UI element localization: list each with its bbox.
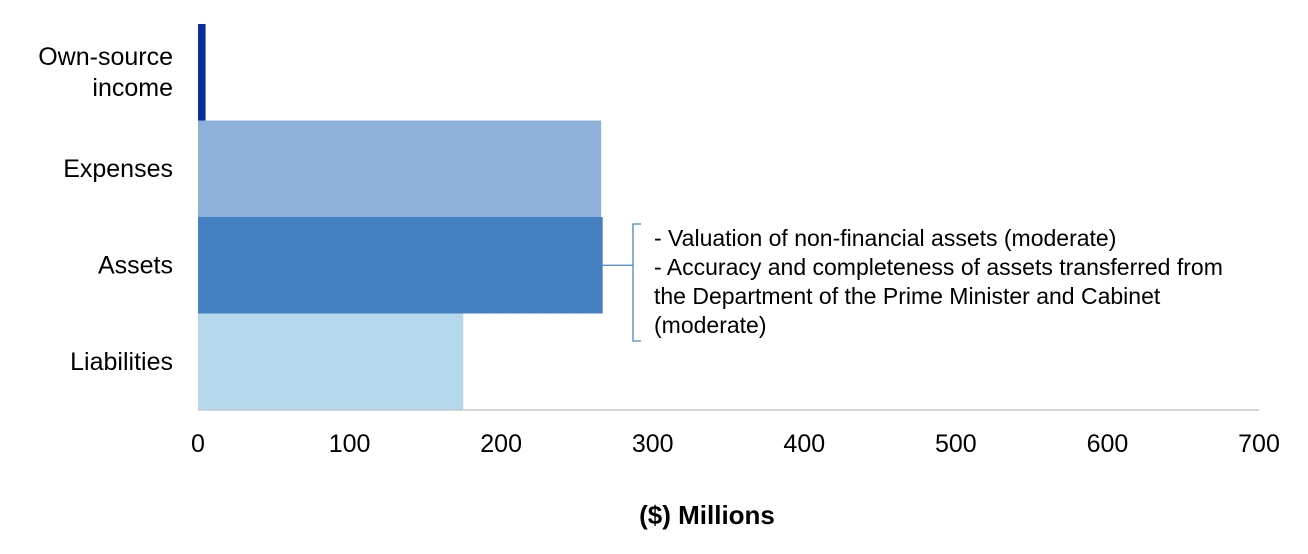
annotation-line: - Valuation of non-financial assets (mod…	[654, 225, 1116, 251]
category-label-line: Own-source	[38, 43, 173, 71]
category-label-expenses: Expenses	[63, 155, 173, 183]
bar-own-source-income	[198, 24, 206, 121]
x-tick-label-600: 600	[1087, 430, 1129, 458]
category-label-assets: Assets	[98, 251, 173, 279]
annotation-line: - Accuracy and completeness of assets tr…	[654, 254, 1223, 280]
x-tick-label-700: 700	[1238, 430, 1280, 458]
x-tick-label-400: 400	[783, 430, 825, 458]
x-axis-title: ($) Millions	[639, 500, 775, 530]
bar-expenses	[198, 120, 602, 217]
annotation-line: the Department of the Prime Minister and…	[654, 283, 1161, 309]
annotation-bracket	[602, 223, 641, 342]
annotation-line: (moderate)	[654, 312, 766, 338]
category-label-line: Liabilities	[70, 348, 173, 376]
x-tick-label-0: 0	[191, 430, 205, 458]
category-label-line: Assets	[98, 251, 173, 279]
bar-liabilities	[198, 313, 464, 410]
bar-assets	[198, 217, 603, 314]
x-tick-label-300: 300	[632, 430, 674, 458]
x-tick-label-500: 500	[935, 430, 977, 458]
x-tick-labels: 0 100 200 300 400 500 600 700	[191, 430, 1280, 458]
annotation-text: - Valuation of non-financial assets (mod…	[654, 225, 1223, 338]
bars-group	[198, 24, 603, 410]
category-label-liabilities: Liabilities	[70, 348, 173, 376]
category-label-line: Expenses	[63, 155, 173, 183]
category-labels: Own-source income Expenses Assets Liabilitie…	[38, 43, 173, 376]
category-label-line: income	[92, 74, 173, 102]
x-tick-label-200: 200	[480, 430, 522, 458]
x-tick-label-100: 100	[329, 430, 371, 458]
category-label-own-source-income: Own-source income	[38, 43, 173, 102]
annotation-callout: - Valuation of non-financial assets (mod…	[602, 223, 1223, 342]
